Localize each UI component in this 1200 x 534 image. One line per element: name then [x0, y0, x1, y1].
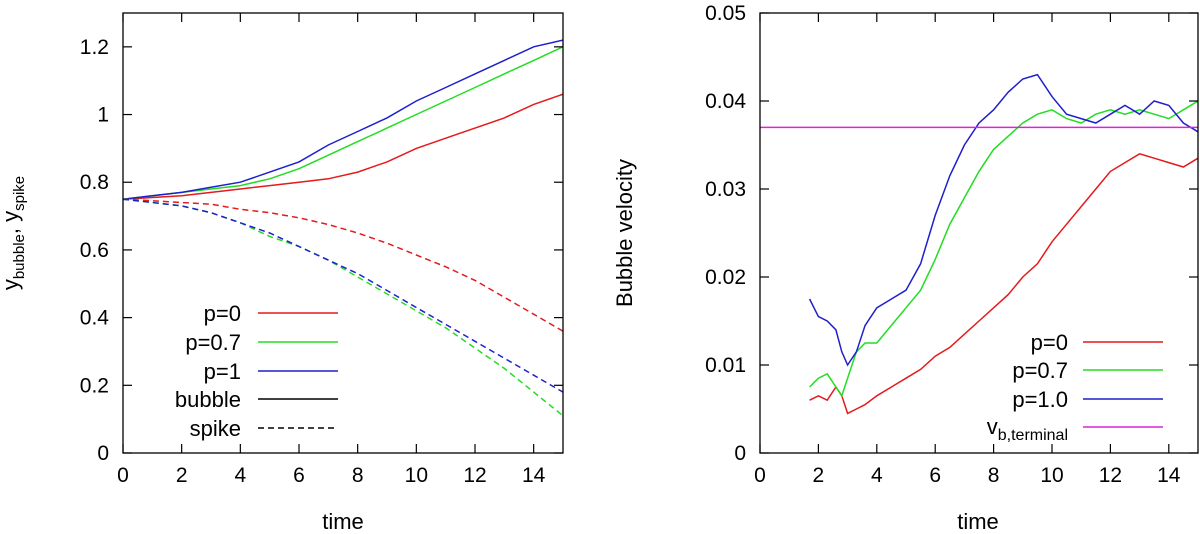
left-plot-frame [122, 12, 564, 454]
right-legend-label-p07: p=0.7 [1012, 358, 1068, 383]
left-series-group [123, 39, 563, 417]
left-y-axis-title-sub1: bubble [11, 234, 28, 279]
right-ytick-label: 0.01 [705, 354, 746, 377]
left-ytick-label: 0.6 [80, 239, 109, 262]
left-ticks-group: 0 2 4 6 8 10 12 14 0 0.2 0.4 0.6 0.8 1 1.2 [80, 13, 563, 487]
right-series-line-p-0-7 [809, 100, 1198, 398]
left-legend-label-spike: spike [190, 416, 241, 441]
left-y-axis-title-main: y [0, 279, 23, 290]
left-ytick-label: 0 [97, 442, 109, 465]
right-xtick-label: 12 [1099, 464, 1122, 487]
left-series-line-p-0-7-bubble [123, 46, 563, 200]
left-series-line-p-0-bubble [123, 93, 563, 200]
right-legend-label-vterminal-sub: b,terminal [998, 427, 1068, 444]
left-ytick-label: 0.4 [80, 307, 110, 330]
right-legend-label-vterminal: vb,terminal [987, 414, 1068, 444]
right-y-axis-title: Bubble velocity [612, 159, 637, 307]
left-y-axis-title: ybubble, yspike [0, 176, 28, 290]
left-xtick-label: 8 [352, 464, 364, 487]
left-xtick-label: 10 [405, 464, 428, 487]
left-series-line-p-1-spike [123, 198, 563, 393]
right-legend-label-vterminal-main: v [987, 414, 998, 439]
left-x-axis-title: time [322, 509, 364, 534]
right-ticks-group: 0 2 4 6 8 10 12 14 0 0.01 0.02 0.03 0.04 0.05 [705, 2, 1198, 487]
left-xtick-label: 12 [463, 464, 486, 487]
left-legend: p=0 p=0.7 p=1 bubble spike [175, 301, 338, 441]
left-legend-label-p07: p=0.7 [185, 330, 241, 355]
right-xtick-label: 8 [988, 464, 1000, 487]
right-ytick-label: 0.02 [705, 266, 746, 289]
right-ytick-label: 0.05 [705, 2, 746, 25]
left-xtick-label: 6 [293, 464, 305, 487]
right-x-axis-title: time [957, 509, 999, 534]
left-ytick-label: 1 [97, 104, 109, 127]
left-xtick-label: 14 [522, 464, 546, 487]
left-legend-label-p1: p=1 [204, 359, 241, 384]
left-ytick-label: 0.8 [80, 171, 109, 194]
left-series-line-p-1-bubble [123, 39, 563, 200]
left-ytick-label: 0.2 [80, 374, 109, 397]
right-ytick-label: 0.03 [705, 178, 746, 201]
left-xtick-label: 0 [117, 464, 129, 487]
right-legend: p=0 p=0.7 p=1.0 vb,terminal [987, 330, 1163, 444]
right-legend-label-p10: p=1.0 [1012, 387, 1068, 412]
right-xtick-label: 2 [813, 464, 825, 487]
left-series-line-p-0-7-spike [123, 198, 563, 417]
left-legend-label-bubble: bubble [175, 387, 241, 412]
right-series-line-p-1-0 [808, 73, 1198, 367]
right-xtick-label: 4 [871, 464, 883, 487]
left-series-line-p-0-spike [123, 198, 563, 332]
left-xtick-label: 2 [176, 464, 188, 487]
right-xtick-label: 14 [1157, 464, 1181, 487]
right-plot-frame [759, 12, 1199, 454]
right-ytick-label: 0 [734, 442, 746, 465]
right-xtick-label: 10 [1040, 464, 1063, 487]
left-xtick-label: 4 [234, 464, 246, 487]
right-series-line-p-0 [809, 152, 1198, 415]
left-y-axis-title-sub2: spike [11, 176, 28, 211]
right-xtick-label: 0 [754, 464, 766, 487]
right-legend-label-p0: p=0 [1031, 330, 1068, 355]
right-xtick-label: 6 [929, 464, 941, 487]
left-ytick-label: 1.2 [80, 36, 109, 59]
right-series-group [760, 73, 1198, 415]
chart-right-positions: 0 2 4 6 8 10 12 14 0 0.01 0.02 0.03 0.04 0.05 time Bu… [612, 2, 1199, 534]
left-y-axis-title-sep: , y [0, 211, 23, 234]
right-ytick-label: 0.04 [705, 90, 746, 113]
left-legend-label-p0: p=0 [204, 301, 241, 326]
